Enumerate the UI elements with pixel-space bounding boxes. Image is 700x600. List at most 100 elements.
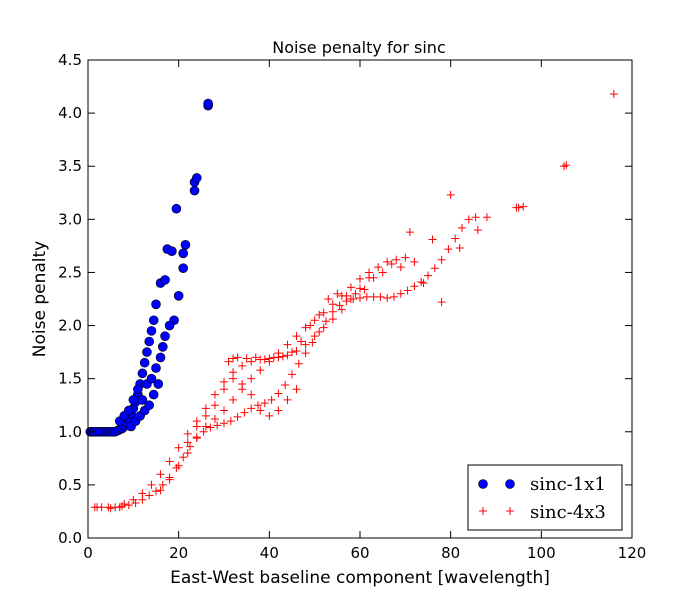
point-sinc-4x3-126	[229, 374, 238, 383]
point-sinc-4x3-135	[229, 354, 238, 363]
point-sinc-1x1-39	[180, 240, 191, 250]
point-sinc-4x3-157	[428, 235, 437, 244]
point-sinc-4x3-78	[247, 357, 256, 366]
point-sinc-4x3-129	[256, 406, 265, 415]
point-sinc-4x3-87	[328, 315, 337, 324]
point-sinc-4x3-95	[401, 253, 410, 262]
y-tick-label-9: 4.5	[58, 51, 82, 69]
point-sinc-4x3-83	[292, 347, 301, 356]
point-sinc-1x1-64	[153, 379, 164, 389]
legend: sinc-1x1 sinc-4x3	[467, 464, 623, 531]
y-tick-label-2: 1.0	[58, 423, 82, 441]
point-sinc-4x3-40	[362, 292, 371, 301]
point-sinc-1x1-24	[139, 357, 150, 368]
point-sinc-4x3-89	[346, 295, 355, 303]
point-sinc-4x3-160	[455, 244, 464, 253]
point-sinc-4x3-115	[319, 308, 328, 317]
point-sinc-4x3-132	[283, 395, 292, 404]
point-sinc-4x3-159	[446, 190, 455, 199]
point-sinc-4x3-96	[410, 257, 419, 266]
point-sinc-4x3-136	[233, 353, 242, 362]
point-sinc-4x3-35	[328, 307, 337, 316]
point-sinc-4x3-42	[376, 292, 385, 301]
legend-box	[467, 464, 623, 531]
point-sinc-4x3-43	[383, 293, 392, 302]
point-sinc-4x3-138	[251, 353, 260, 362]
point-sinc-1x1-48	[128, 395, 139, 405]
legend-label-sinc-4x3: sinc-4x3	[530, 502, 606, 523]
x-tick-label-4: 80	[441, 544, 460, 562]
point-sinc-4x3-112	[292, 332, 301, 341]
point-sinc-4x3-147	[333, 289, 342, 298]
point-sinc-4x3-158	[437, 298, 446, 307]
point-sinc-1x1-49	[133, 384, 143, 395]
y-tick-label-7: 3.5	[58, 157, 82, 175]
point-sinc-1x1-35	[171, 203, 182, 214]
y-tick-label-6: 3.0	[58, 210, 82, 228]
point-sinc-4x3-161	[473, 225, 482, 234]
point-sinc-4x3-14	[186, 442, 194, 451]
point-sinc-4x3-139	[260, 355, 269, 364]
point-sinc-4x3-55	[464, 215, 473, 224]
point-sinc-4x3-108	[256, 366, 265, 375]
point-sinc-4x3-162	[93, 503, 102, 512]
point-sinc-4x3-20	[226, 417, 235, 426]
point-sinc-4x3-113	[301, 323, 310, 332]
legend-label-sinc-1x1: sinc-1x1	[530, 474, 606, 495]
point-sinc-4x3-62	[562, 161, 571, 170]
legend-marker-sinc-1x1-b	[505, 479, 515, 489]
point-sinc-4x3-16	[199, 427, 208, 436]
point-sinc-4x3-23	[247, 404, 256, 413]
point-sinc-4x3-67	[147, 480, 156, 489]
point-sinc-4x3-143	[297, 337, 306, 346]
point-sinc-4x3-88	[337, 305, 346, 314]
series-sinc-1x1	[85, 98, 213, 437]
point-sinc-4x3-34	[322, 317, 330, 326]
y-tick-label-5: 2.5	[58, 263, 82, 281]
point-sinc-4x3-150	[360, 285, 369, 294]
point-sinc-4x3-103	[210, 415, 219, 424]
y-tick-label-4: 2.0	[58, 317, 82, 335]
point-sinc-4x3-13	[179, 453, 188, 462]
point-sinc-1x1-26	[144, 336, 154, 347]
series-sinc-4x3	[90, 89, 618, 513]
legend-marker-sinc-1x1-a	[478, 479, 488, 489]
point-sinc-1x1-33	[167, 246, 177, 256]
point-sinc-4x3-144	[306, 321, 315, 330]
x-tick-label-6: 120	[618, 544, 647, 562]
point-sinc-4x3-53	[451, 234, 460, 243]
point-sinc-1x1-55	[158, 341, 168, 352]
point-sinc-1x1-25	[142, 347, 152, 357]
point-sinc-4x3-110	[274, 349, 283, 358]
point-sinc-4x3-28	[281, 381, 290, 390]
point-sinc-1x1-38	[178, 248, 188, 259]
point-sinc-4x3-97	[156, 486, 165, 495]
point-sinc-1x1-44	[203, 98, 213, 109]
point-sinc-4x3-59	[514, 203, 523, 212]
point-sinc-4x3-66	[138, 489, 147, 498]
point-sinc-4x3-26	[267, 395, 276, 404]
point-sinc-4x3-101	[192, 433, 201, 442]
point-sinc-4x3-124	[210, 401, 219, 410]
x-tick-label-5: 100	[527, 544, 556, 562]
point-sinc-4x3-127	[238, 379, 247, 388]
point-sinc-1x1-27	[146, 326, 157, 336]
point-sinc-4x3-56	[471, 213, 480, 222]
point-sinc-4x3-104	[220, 406, 228, 415]
point-sinc-1x1-29	[151, 299, 161, 310]
point-sinc-4x3-31	[301, 349, 310, 358]
point-sinc-4x3-154	[396, 263, 405, 272]
point-sinc-4x3-141	[278, 352, 287, 361]
point-sinc-1x1-37	[178, 263, 188, 273]
point-sinc-4x3-24	[254, 401, 262, 410]
point-sinc-4x3-128	[247, 390, 256, 399]
point-sinc-4x3-100	[183, 449, 192, 458]
point-sinc-4x3-57	[482, 213, 491, 222]
point-sinc-4x3-119	[356, 274, 364, 283]
point-sinc-4x3-32	[308, 338, 317, 347]
point-sinc-4x3-125	[220, 385, 228, 394]
point-sinc-1x1-28	[148, 315, 159, 326]
point-sinc-4x3-85	[310, 332, 319, 341]
point-sinc-4x3-52	[444, 245, 453, 254]
